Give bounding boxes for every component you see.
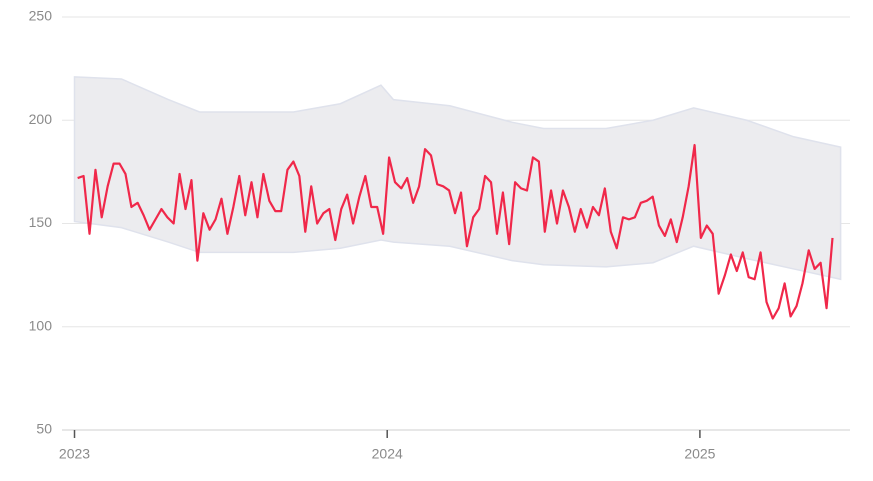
range-band bbox=[73, 76, 842, 281]
x-tick-label: 2025 bbox=[684, 446, 715, 462]
y-tick-label: 200 bbox=[29, 111, 53, 127]
x-tick-label: 2023 bbox=[59, 446, 90, 462]
y-tick-label: 250 bbox=[29, 8, 53, 24]
x-tick-label: 2024 bbox=[372, 446, 403, 462]
y-tick-label: 50 bbox=[36, 421, 52, 437]
y-tick-label: 150 bbox=[29, 214, 53, 230]
series-line bbox=[77, 143, 834, 320]
y-tick-label: 100 bbox=[29, 317, 53, 333]
